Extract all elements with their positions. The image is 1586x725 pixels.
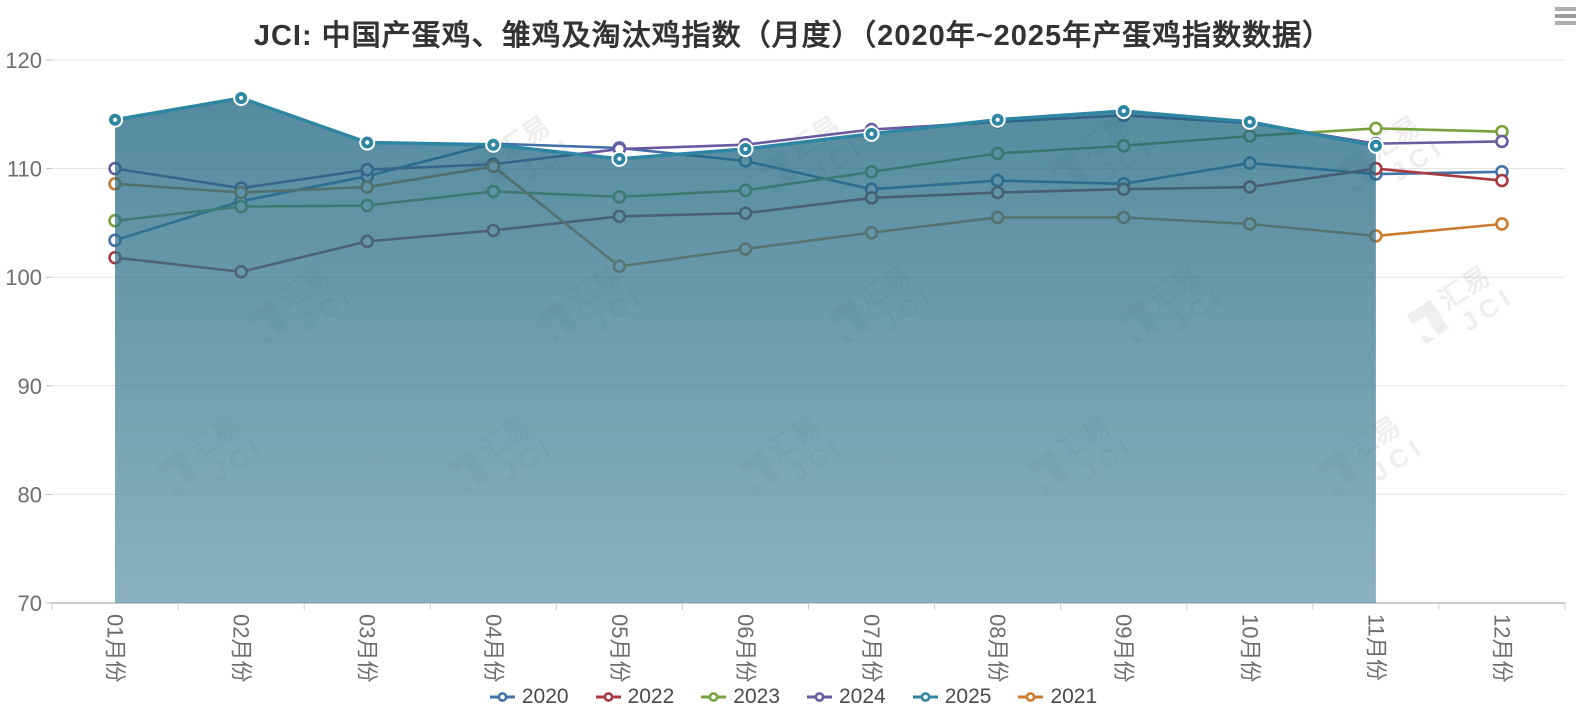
x-axis-label: 01月份 [103,614,128,682]
legend-line-icon [701,692,727,702]
x-axis-label: 07月份 [859,614,884,682]
x-axis-label: 06月份 [733,614,758,682]
toolbox-menu-icon[interactable] [1555,7,1577,28]
data-point[interactable] [1495,217,1509,231]
chart-legend: 2020 2022 2023 2024 2025 2021 [0,685,1586,709]
x-axis-label: 09月份 [1111,614,1136,682]
x-axis-label: 12月份 [1489,614,1514,682]
legend-line-icon [1018,692,1044,702]
y-axis-label: 110 [7,157,42,182]
legend-label: 2023 [733,685,780,708]
legend-item-2023[interactable]: 2023 [700,685,780,709]
legend-item-2022[interactable]: 2022 [595,685,675,709]
chart-canvas: 70 80 90 100 110 120 01月份 02月份 03月份 04月份 05月份 06月份 0… [5,48,1566,682]
x-axis-label: 10月份 [1237,614,1262,682]
legend-item-2025[interactable]: 2025 [912,685,992,709]
legend-item-2024[interactable]: 2024 [806,685,886,709]
legend-line-icon [489,692,515,702]
data-point-center [112,117,118,122]
menu-bar [1555,21,1576,25]
legend-item-2021[interactable]: 2021 [1017,685,1097,709]
y-axis-label: 80 [18,482,42,507]
legend-label: 2024 [839,685,886,708]
legend-line-icon [595,692,621,702]
legend-line-icon [912,692,938,702]
y-axis-label: 100 [5,265,42,290]
legend-line-icon [807,692,832,702]
series-area-fill [115,98,1376,603]
data-point-center [1121,108,1126,114]
data-point-center [995,117,1000,122]
y-axis-label: 120 [5,48,42,73]
x-axis-label: 03月份 [355,614,380,682]
x-axis-label: 05月份 [607,614,632,682]
series-2025[interactable] [107,90,1384,603]
legend-label: 2025 [944,685,992,708]
y-axis-label: 70 [18,591,42,616]
data-point-center [617,156,622,161]
x-axis-label: 11月份 [1363,614,1388,681]
x-axis-label: 02月份 [229,614,254,682]
legend-label: 2020 [521,685,569,708]
menu-bar [1555,7,1576,11]
data-point-center [869,131,874,136]
data-point-center [743,146,748,152]
legend-item-2020[interactable]: 2020 [489,685,569,709]
data-point-center [239,95,244,101]
x-axis-label: 08月份 [985,614,1010,682]
chart-title: JCI: 中国产蛋鸡、雏鸡及淘汰鸡指数（月度）（2020年~2025年产蛋鸡指数… [253,20,1333,52]
data-point-center [1373,143,1378,148]
data-point[interactable] [1495,173,1509,188]
legend-label: 2021 [1050,685,1098,708]
legend-label: 2022 [627,685,675,708]
menu-bar [1555,14,1576,18]
data-point-center [491,142,496,147]
data-point[interactable] [1495,134,1509,149]
y-axis-label: 90 [18,374,42,399]
x-axis-label: 04月份 [481,614,506,682]
data-point[interactable] [1369,121,1383,136]
data-point-center [365,140,370,145]
data-point-center [1247,119,1252,125]
